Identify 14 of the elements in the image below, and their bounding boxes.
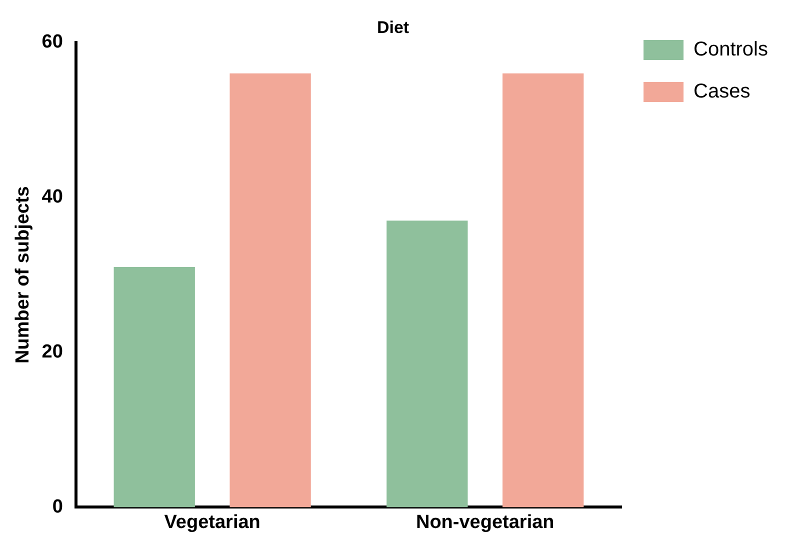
legend-label: Controls bbox=[694, 38, 768, 61]
x-tick-label: Non-vegetarian bbox=[416, 512, 554, 533]
x-tick-label: Vegetarian bbox=[164, 512, 260, 533]
bar bbox=[502, 73, 584, 508]
bar bbox=[386, 220, 468, 508]
chart-title: Diet bbox=[376, 18, 410, 37]
bar bbox=[230, 73, 311, 508]
y-tick-label: 20 bbox=[42, 342, 63, 362]
bar bbox=[114, 267, 195, 508]
y-tick-label: 60 bbox=[42, 32, 63, 53]
y-axis-title: Number of subjects bbox=[12, 186, 34, 364]
y-tick-label: 40 bbox=[42, 186, 63, 208]
y-tick-label: 0 bbox=[52, 496, 63, 518]
legend-label: Cases bbox=[694, 80, 750, 103]
